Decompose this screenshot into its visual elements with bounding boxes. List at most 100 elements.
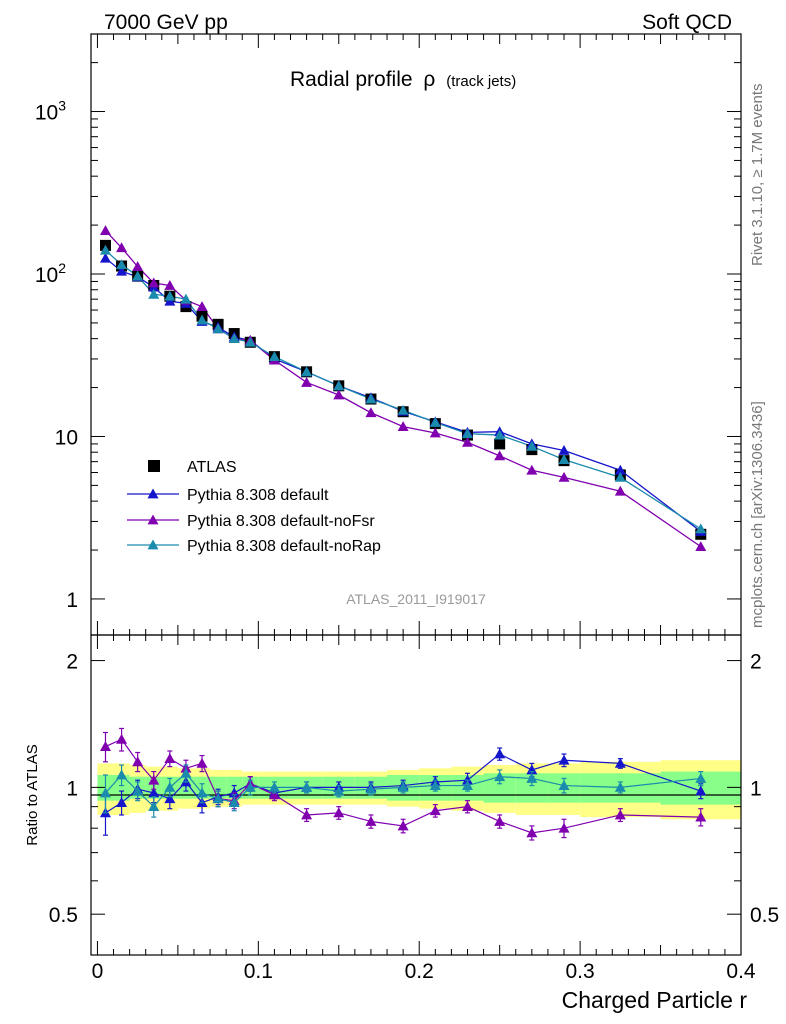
data-point-noFsr (461, 436, 473, 447)
x-tick-label: 0.3 (566, 960, 595, 983)
ratio-point-noFsr (164, 753, 176, 764)
data-point-noFsr (148, 277, 160, 288)
main-y-tick-label: 1 (66, 589, 78, 612)
ratio-point-noFsr (526, 827, 538, 838)
ratio-point-default (164, 793, 176, 804)
ratio-point-noFsr (333, 807, 345, 818)
header-right: Soft QCD (642, 11, 732, 34)
data-point-noFsr (365, 407, 377, 418)
ratio-line-default (105, 753, 701, 814)
ratio-point-noFsr (494, 815, 506, 826)
ratio-point-noFsr (148, 774, 160, 785)
x-axis-label: Charged Particle r (562, 987, 748, 1013)
data-point-noRap (614, 471, 626, 482)
data-point-noFsr (429, 427, 441, 438)
legend-marker-atlas (148, 460, 160, 472)
data-point-noRap (116, 259, 128, 270)
x-tick-label: 0 (92, 960, 104, 983)
main-y-tick-label: 103 (35, 98, 66, 125)
analysis-label: ATLAS_2011_I919017 (346, 591, 486, 607)
series-line-default (105, 257, 702, 533)
ratio-point-noFsr (558, 822, 570, 833)
ratio-band-inner (113, 774, 130, 801)
ratio-point-noRap (461, 780, 473, 790)
data-point-noFsr (99, 225, 111, 235)
data-point-noRap (148, 288, 160, 299)
ratio-point-noFsr (461, 801, 473, 812)
ratio-point-noRap (228, 797, 240, 808)
x-tick-label: 0.4 (726, 960, 756, 983)
ratio-point-noRap (196, 787, 208, 798)
plot-title-symbol: ρ (423, 68, 435, 91)
ratio-point-noFsr (397, 820, 409, 831)
data-point-default (614, 464, 626, 475)
ratio-point-default (116, 797, 128, 808)
x-tick-label: 0.1 (244, 960, 273, 983)
ratio-point-noRap (212, 793, 224, 804)
data-point-noRap (212, 323, 224, 334)
ratio-point-noRap (148, 801, 160, 812)
ratio-y-tick-label-left: 2 (66, 651, 78, 674)
main-y-tick-label: 10 (55, 426, 78, 449)
data-point-noRap (164, 290, 176, 301)
x-tick-label: 0.2 (405, 960, 434, 983)
legend-marker-default (147, 488, 159, 499)
ratio-point-noFsr (116, 733, 128, 744)
ratio-point-noRap (333, 785, 345, 796)
legend-label-default: Pythia 8.308 default (187, 487, 329, 504)
data-point-noRap (244, 336, 256, 347)
ratio-point-noRap (429, 780, 441, 790)
ratio-point-noRap (180, 767, 192, 778)
data-point-noRap (494, 429, 506, 440)
data-point-noRap (132, 270, 144, 281)
ratio-point-default (614, 757, 626, 768)
ratio-point-default (526, 764, 538, 775)
ratio-line-noFsr (105, 738, 701, 834)
data-point-noFsr (301, 376, 313, 387)
ratio-y-tick-label-left: 0.5 (49, 904, 78, 927)
data-point-noRap (268, 351, 280, 362)
data-point-noFsr (333, 389, 345, 400)
data-point-default (116, 265, 128, 276)
ratio-point-noRap (365, 783, 377, 794)
data-point-noRap (180, 293, 192, 304)
ratio-point-noRap (614, 781, 626, 792)
ratio-plot-frame (90, 634, 742, 956)
ratio-point-noRap (526, 772, 538, 783)
data-point-noFsr (164, 279, 176, 290)
ratio-y-tick-label-right: 1 (750, 777, 762, 800)
ratio-point-default (695, 785, 707, 796)
plot-title-main: Radial profile (290, 68, 413, 91)
data-point-default (164, 295, 176, 306)
data-point-noRap (301, 366, 313, 377)
data-point-noFsr (132, 261, 144, 272)
data-point-noFsr (526, 464, 538, 475)
data-point-noRap (429, 416, 441, 427)
ratio-point-noFsr (99, 741, 111, 751)
header-left: 7000 GeV pp (104, 11, 228, 34)
ratio-point-noFsr (196, 757, 208, 768)
series-line-noRap (105, 249, 702, 530)
data-point-noRap (526, 440, 538, 451)
ratio-point-noRap (116, 769, 128, 780)
data-point-data (494, 438, 506, 450)
ratio-point-default (494, 748, 506, 759)
data-point-noFsr (397, 421, 409, 432)
rivet-version-label: Rivet 3.1.10, ≥ 1.7M events (749, 84, 766, 267)
data-point-noFsr (116, 242, 128, 253)
ratio-point-noRap (268, 781, 280, 792)
data-point-noRap (461, 428, 473, 439)
data-point-noFsr (558, 471, 570, 482)
data-point-noRap (397, 404, 409, 415)
legend-marker-noFsr (147, 514, 159, 525)
data-point-noRap (196, 314, 208, 325)
ratio-point-default (558, 754, 570, 765)
series-line-noFsr (105, 230, 702, 548)
data-point-noFsr (196, 301, 208, 312)
ratio-y-tick-label-left: 1 (66, 777, 78, 800)
ratio-band-inner (210, 776, 227, 799)
main-y-tick-label: 102 (35, 260, 66, 287)
data-point-noFsr (494, 450, 506, 461)
legend-label-noFsr: Pythia 8.308 default-noFsr (187, 513, 375, 530)
